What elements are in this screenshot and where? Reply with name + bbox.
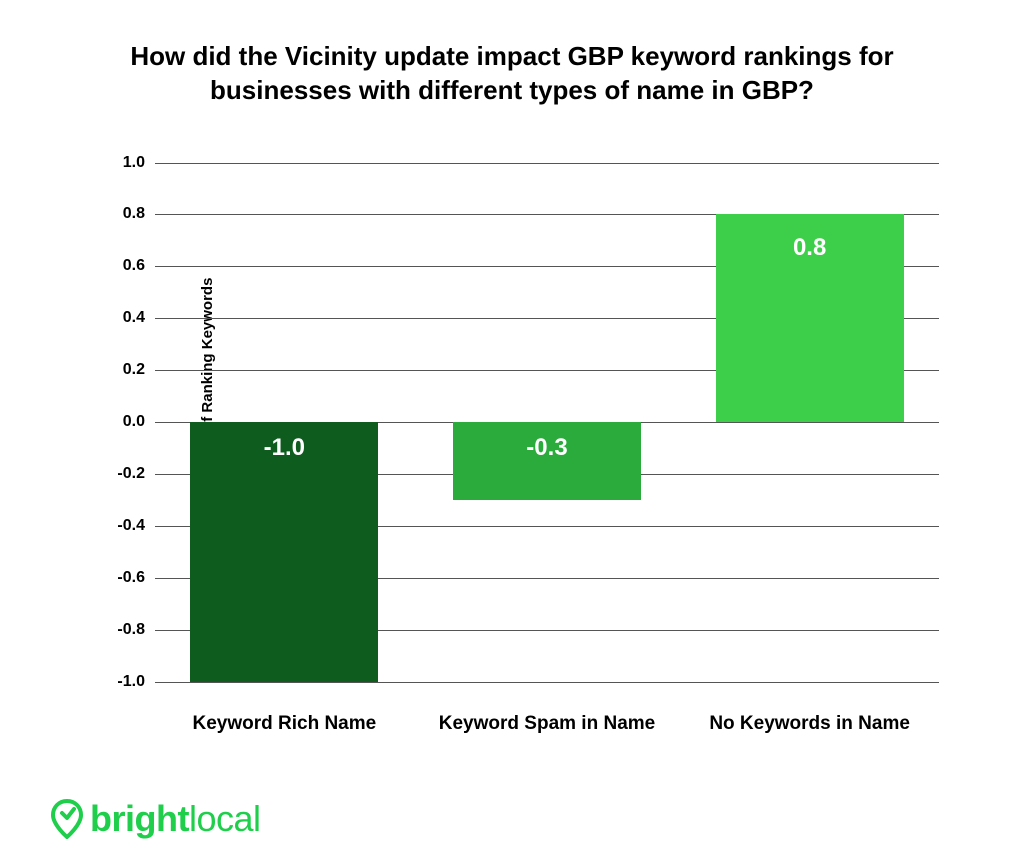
x-category-label: Keyword Rich Name: [192, 713, 376, 735]
brightlocal-logo: brightlocal: [50, 798, 261, 840]
y-tick-label: 1.0: [123, 154, 155, 172]
logo-text-bright: bright: [90, 798, 189, 839]
y-tick-label: -1.0: [117, 673, 155, 691]
bar: 0.8: [716, 214, 904, 422]
bar-value-label: -1.0: [264, 434, 305, 462]
plot-area: -1.0-0.8-0.6-0.4-0.20.00.20.40.60.81.0-1…: [155, 163, 939, 683]
y-tick-label: -0.6: [117, 569, 155, 587]
y-tick-label: -0.4: [117, 517, 155, 535]
y-tick-label: 0.0: [123, 413, 155, 431]
bar-value-label: -0.3: [526, 434, 567, 462]
y-tick-label: -0.2: [117, 465, 155, 483]
y-tick-label: -0.8: [117, 621, 155, 639]
chart-area: Change in Number of Ranking Keywords -1.…: [110, 163, 974, 683]
logo-pin-icon: [50, 799, 84, 839]
y-tick-label: 0.6: [123, 257, 155, 275]
x-category-label: No Keywords in Name: [709, 713, 910, 735]
logo-text-local: local: [189, 798, 261, 839]
x-axis-labels: Keyword Rich Name Keyword Spam in Name No …: [155, 713, 939, 753]
x-category-label: Keyword Spam in Name: [439, 713, 655, 735]
bar: -1.0: [190, 422, 378, 682]
gridline: [155, 682, 939, 683]
chart-title: How did the Vicinity update impact GBP k…: [50, 40, 974, 108]
y-tick-label: 0.2: [123, 361, 155, 379]
gridline: [155, 163, 939, 164]
y-tick-label: 0.4: [123, 309, 155, 327]
bar-value-label: 0.8: [793, 234, 826, 262]
bar: -0.3: [453, 422, 641, 500]
y-tick-label: 0.8: [123, 205, 155, 223]
logo-text: brightlocal: [90, 798, 261, 840]
